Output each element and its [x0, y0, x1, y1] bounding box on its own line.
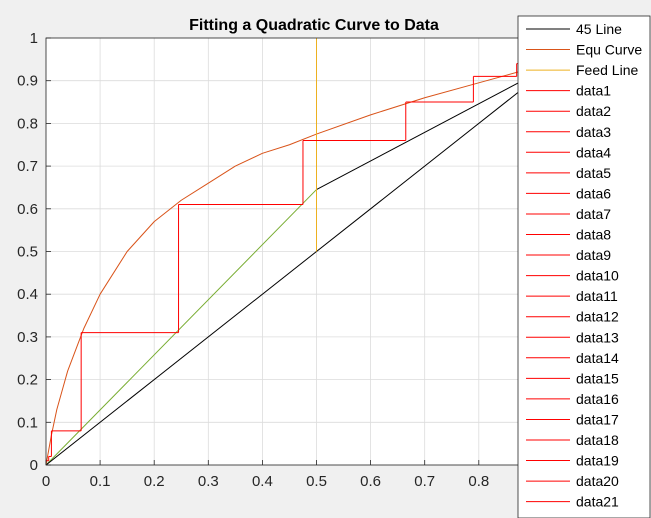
y-tick-label: 0.6	[17, 201, 38, 218]
legend-label-data3: data3	[576, 124, 611, 140]
operating-line-1	[46, 189, 317, 465]
y-tick-label: 0.2	[17, 372, 38, 389]
legend-label-data10: data10	[576, 268, 619, 284]
x-tick-label: 0.2	[144, 473, 165, 490]
legend-label-data4: data4	[576, 144, 611, 160]
ticks: 0 0.1 0.2 0.3 0.4 0.5 0.6 0.7 0.8 0 0.1 0.2 0.3 0.4 0.…	[17, 30, 489, 490]
legend-box	[517, 15, 651, 518]
x-tick-label: 0.7	[414, 473, 435, 490]
x-tick-label: 0.8	[468, 473, 489, 490]
legend[interactable]: 45 Line Equ Curve Feed Line data1 data2 data3…	[517, 15, 651, 518]
legend-label-data9: data9	[576, 247, 611, 263]
series-line-equ-curve	[46, 50, 587, 465]
legend-label-data11: data11	[576, 288, 618, 304]
legend-label-data12: data12	[576, 309, 619, 325]
legend-label-data1: data1	[576, 83, 611, 99]
legend-label-data14: data14	[576, 350, 619, 366]
legend-label-data16: data16	[576, 391, 619, 407]
y-tick-label: 0.3	[17, 329, 38, 346]
legend-label-data17: data17	[576, 411, 619, 427]
x-tick-label: 0.6	[360, 473, 381, 490]
y-tick-label: 0.9	[17, 73, 38, 90]
y-tick-label: 0	[30, 457, 38, 474]
legend-label-data20: data20	[576, 473, 619, 489]
legend-label-data6: data6	[576, 185, 611, 201]
legend-label-data2: data2	[576, 103, 611, 119]
x-tick-label: 0.1	[90, 473, 111, 490]
y-tick-label: 0.5	[17, 244, 38, 261]
legend-label-feed-line: Feed Line	[576, 62, 638, 78]
legend-label-data8: data8	[576, 227, 611, 243]
legend-label-equ-curve: Equ Curve	[576, 42, 642, 58]
legend-label-data19: data19	[576, 453, 619, 469]
legend-label-data21: data21	[576, 494, 619, 510]
series-layer	[46, 38, 587, 465]
legend-label-data5: data5	[576, 165, 611, 181]
x-tick-label: 0.5	[306, 473, 327, 490]
y-tick-label: 0.4	[17, 286, 38, 303]
y-tick-label: 0.7	[17, 158, 38, 175]
y-tick-label: 0.8	[17, 115, 38, 132]
chart-title: Fitting a Quadratic Curve to Data	[189, 17, 439, 34]
x-tick-label: 0	[42, 473, 50, 490]
y-tick-label: 1	[30, 30, 38, 47]
x-tick-label: 0.3	[198, 473, 219, 490]
x-tick-label: 0.4	[252, 473, 273, 490]
y-tick-label: 0.1	[17, 414, 38, 431]
legend-label-data18: data18	[576, 432, 619, 448]
legend-label-data7: data7	[576, 206, 611, 222]
legend-label-45-line: 45 Line	[576, 21, 622, 37]
legend-label-data15: data15	[576, 370, 619, 386]
legend-label-data13: data13	[576, 329, 619, 345]
